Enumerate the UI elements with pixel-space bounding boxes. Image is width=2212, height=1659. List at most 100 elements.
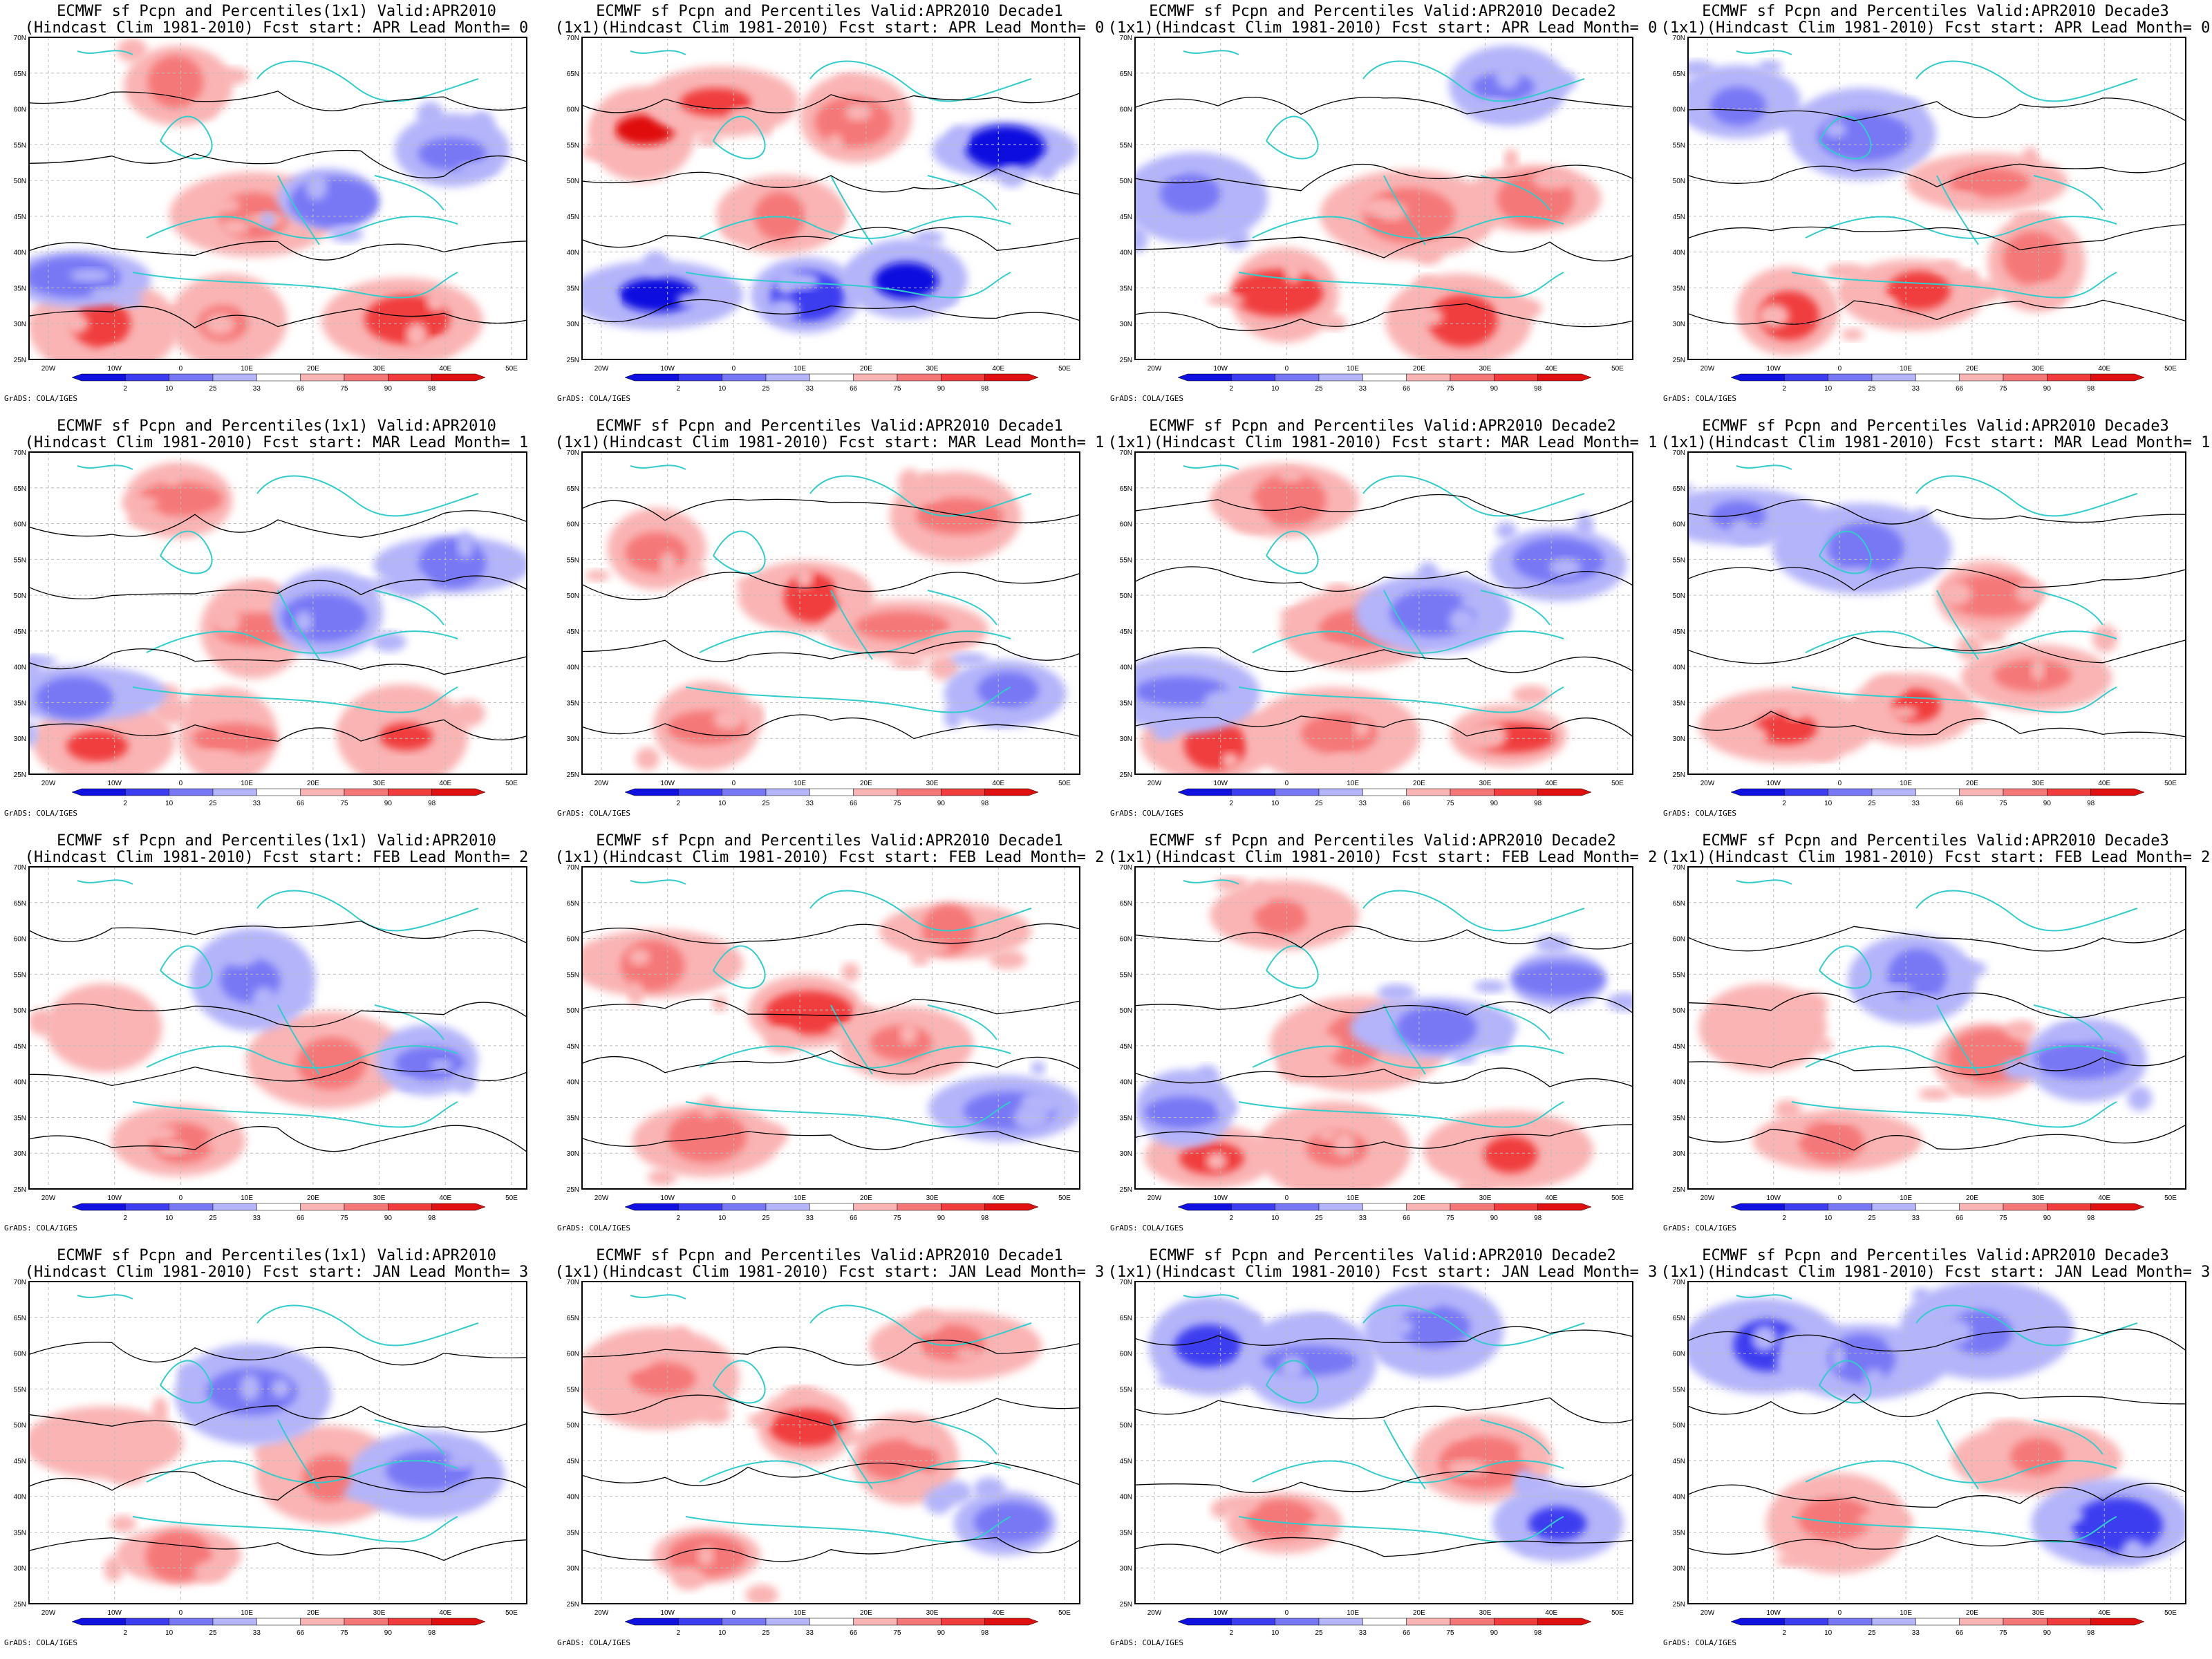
colorbar-segment bbox=[256, 1203, 301, 1211]
latitude-label: 65N bbox=[1120, 485, 1132, 493]
colorbar-segment bbox=[897, 788, 941, 796]
colorbar-segment bbox=[765, 1203, 810, 1211]
anomaly-speckle bbox=[164, 467, 181, 486]
anomaly-core bbox=[2003, 231, 2065, 285]
colorbar-segment bbox=[71, 1203, 126, 1211]
anomaly-speckle bbox=[1544, 1154, 1561, 1170]
latitude-label: 30N bbox=[14, 735, 26, 743]
colorbar-label: 33 bbox=[1912, 385, 1920, 393]
latitude-label: 30N bbox=[1120, 1150, 1132, 1158]
anomaly-speckle bbox=[672, 1327, 691, 1350]
anomaly-speckle bbox=[1449, 608, 1476, 633]
latitude-label: 65N bbox=[567, 485, 579, 493]
credit-text: GrADS: COLA/IGES bbox=[1110, 809, 1183, 818]
anomaly-speckle bbox=[924, 1488, 954, 1515]
map-frame bbox=[1134, 451, 1633, 775]
longitude-label: 20E bbox=[1413, 780, 1425, 787]
contour-line bbox=[1688, 711, 2186, 738]
coastline bbox=[146, 1460, 458, 1483]
colorbar-segment bbox=[125, 1618, 169, 1626]
longitude-label: 20W bbox=[1700, 780, 1715, 787]
anomaly-speckle bbox=[1152, 724, 1177, 741]
latitude-label: 65N bbox=[1120, 1315, 1132, 1322]
anomaly-speckle bbox=[1575, 513, 1594, 538]
anomaly-core bbox=[1528, 1506, 1587, 1541]
longitude-label: 20W bbox=[1147, 780, 1162, 787]
anomaly-speckle bbox=[592, 116, 612, 138]
colorbar-segment bbox=[388, 373, 432, 382]
colorbar-segment bbox=[1362, 373, 1407, 382]
coastline bbox=[374, 1419, 444, 1455]
latitude-label: 25N bbox=[1120, 771, 1132, 779]
anomaly-speckle bbox=[1774, 1099, 1802, 1120]
anomaly-speckle bbox=[29, 655, 57, 668]
colorbar-label: 98 bbox=[981, 1629, 989, 1637]
colorbar-label: 66 bbox=[850, 800, 858, 807]
colorbar-segment bbox=[1730, 1618, 1785, 1626]
colorbar-label: 66 bbox=[850, 1629, 858, 1637]
colorbar-segment bbox=[624, 1203, 679, 1211]
colorbar-label: 75 bbox=[1999, 800, 2007, 807]
map-frame bbox=[1134, 37, 1633, 360]
latitude-label: 70N bbox=[1673, 35, 1685, 42]
anomaly-speckle bbox=[1231, 514, 1271, 532]
colorbar-label: 2 bbox=[1783, 800, 1787, 807]
anomaly-speckle bbox=[205, 313, 236, 335]
latitude-label: 25N bbox=[567, 1601, 579, 1609]
colorbar-segment bbox=[984, 373, 1039, 382]
anomaly-speckle bbox=[122, 496, 159, 512]
coastline bbox=[2033, 590, 2103, 626]
anomaly-core bbox=[1396, 1005, 1477, 1051]
longitude-label: 40E bbox=[1545, 780, 1557, 787]
anomaly-core bbox=[1736, 1007, 1791, 1055]
map-panel: ECMWF sf Pcpn and Percentiles(1x1) Valid… bbox=[0, 1244, 553, 1659]
anomaly-speckle bbox=[305, 173, 328, 200]
anomaly-core bbox=[620, 940, 685, 991]
anomaly-speckle bbox=[1031, 1061, 1046, 1075]
anomaly-core bbox=[1710, 500, 1766, 530]
colorbar-segment bbox=[300, 1618, 345, 1626]
colorbar-label: 66 bbox=[1403, 385, 1411, 393]
longitude-label: 10E bbox=[794, 1194, 806, 1202]
anomaly-speckle bbox=[1948, 706, 1989, 722]
colorbar-label: 75 bbox=[893, 385, 901, 393]
anomaly-core bbox=[35, 676, 114, 720]
contour-line bbox=[29, 1405, 527, 1433]
colorbar-segment bbox=[853, 373, 898, 382]
anomaly-core bbox=[1710, 86, 1766, 126]
longitude-label: 20W bbox=[1700, 1609, 1715, 1617]
latitude-label: 65N bbox=[14, 1315, 26, 1322]
anomaly-speckle bbox=[197, 750, 238, 762]
anomaly-speckle bbox=[1810, 747, 1840, 761]
anomaly-speckle bbox=[294, 610, 313, 633]
colorbar-label: 33 bbox=[1359, 385, 1367, 393]
latitude-label: 60N bbox=[1120, 936, 1132, 944]
coastline bbox=[132, 1101, 458, 1128]
longitude-label: 20E bbox=[307, 1194, 319, 1202]
contour-line bbox=[29, 719, 527, 742]
contour-line bbox=[582, 1050, 1080, 1075]
coastline bbox=[1266, 945, 1319, 989]
panel-subtitle: (1x1)(Hindcast Clim 1981-2010) Fcst star… bbox=[554, 434, 1105, 451]
latitude-label: 45N bbox=[1120, 214, 1132, 221]
coastline bbox=[927, 590, 997, 626]
longitude-label: 40E bbox=[439, 365, 451, 373]
latitude-label: 65N bbox=[14, 71, 26, 78]
latitude-label: 25N bbox=[14, 1186, 26, 1194]
anomaly-speckle bbox=[932, 632, 968, 647]
longitude-label: 30E bbox=[926, 780, 939, 787]
colorbar-segment bbox=[1318, 788, 1363, 796]
coastline bbox=[374, 590, 444, 626]
colorbar-segment bbox=[1177, 373, 1232, 382]
map-canvas: 70N 65N 60N 55N 50N 45N 40N 35N 30N 25N 20W 10W 0 10E… bbox=[567, 35, 1080, 393]
colorbar-label: 90 bbox=[384, 1629, 393, 1637]
latitude-label: 50N bbox=[567, 592, 579, 600]
colorbar-label: 98 bbox=[1534, 800, 1542, 807]
latitude-label: 70N bbox=[14, 1279, 26, 1286]
longitude-label: 10E bbox=[794, 365, 806, 373]
anomaly-speckle bbox=[628, 948, 650, 966]
map-canvas: 70N 65N 60N 55N 50N 45N 40N 35N 30N 25N 20W 10W 0 10E… bbox=[1120, 1279, 1633, 1637]
colorbar-segment bbox=[169, 788, 214, 796]
coastline bbox=[160, 1360, 213, 1404]
coastline bbox=[1238, 1516, 1564, 1543]
